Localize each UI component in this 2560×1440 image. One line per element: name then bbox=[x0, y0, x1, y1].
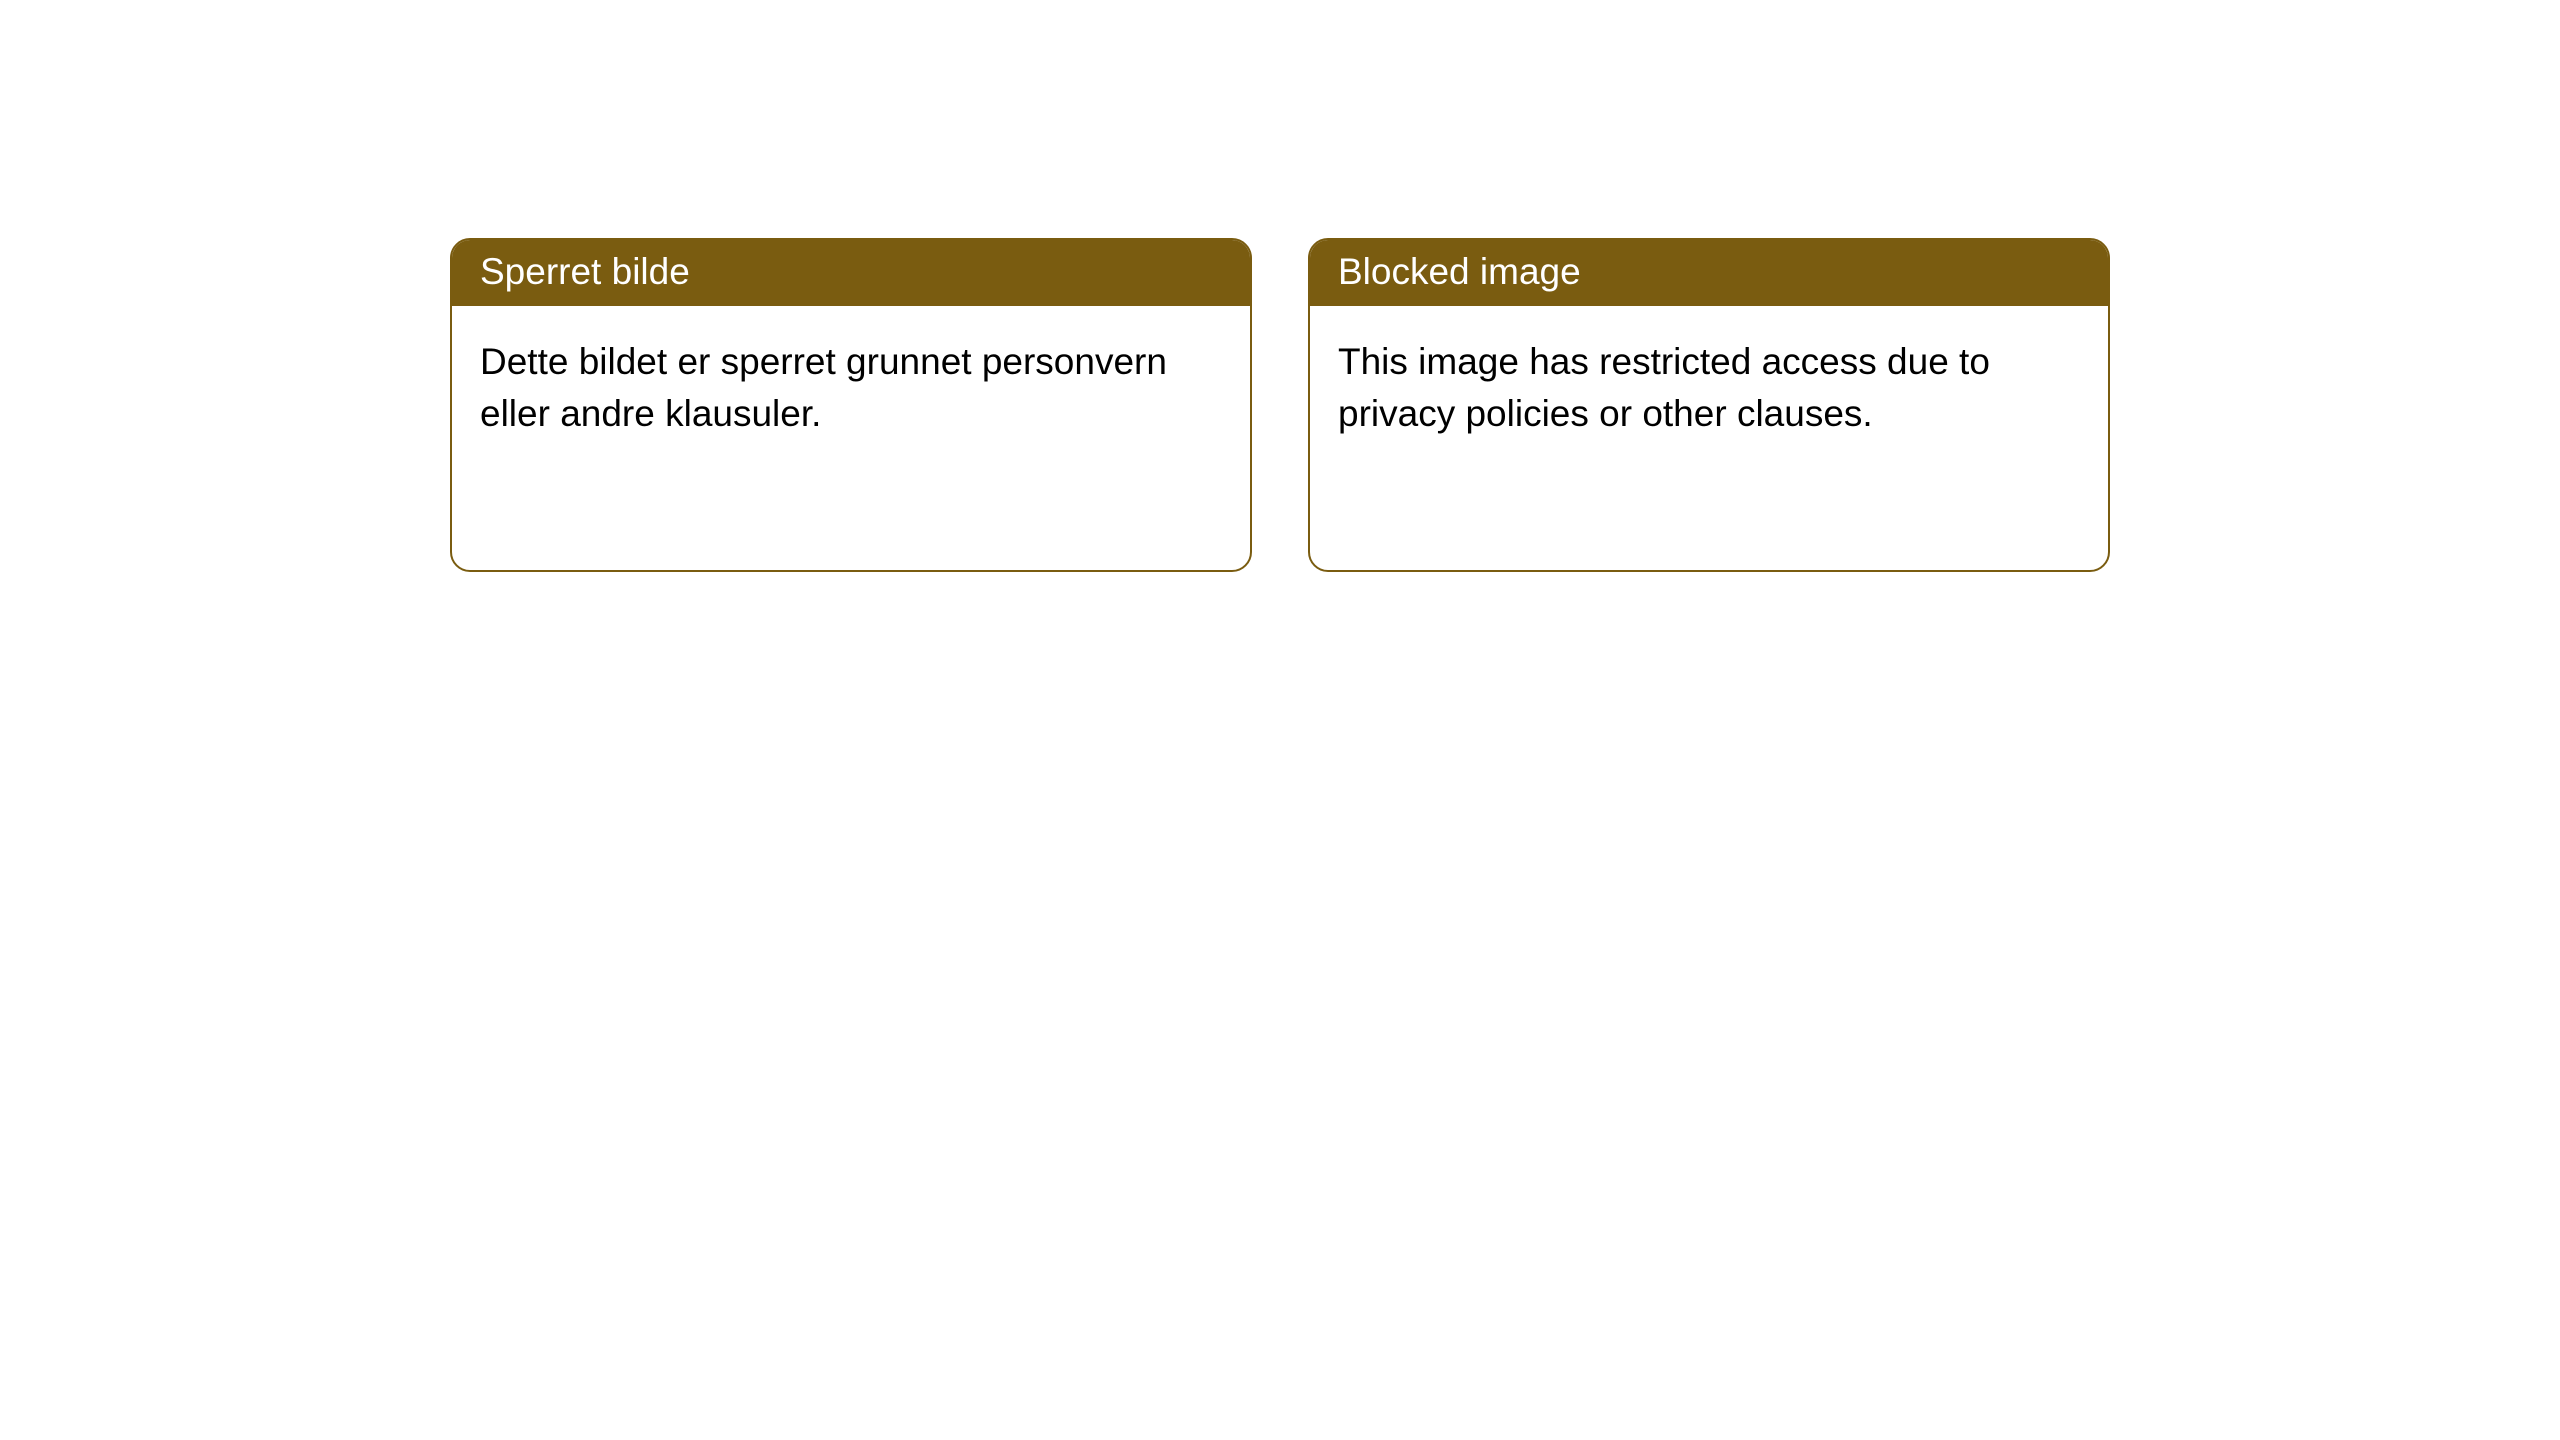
notice-card-norwegian: Sperret bilde Dette bildet er sperret gr… bbox=[450, 238, 1252, 572]
notice-title-norwegian: Sperret bilde bbox=[452, 240, 1250, 306]
notice-title-english: Blocked image bbox=[1310, 240, 2108, 306]
notice-container: Sperret bilde Dette bildet er sperret gr… bbox=[0, 0, 2560, 572]
notice-card-english: Blocked image This image has restricted … bbox=[1308, 238, 2110, 572]
notice-body-english: This image has restricted access due to … bbox=[1310, 306, 2108, 470]
notice-body-norwegian: Dette bildet er sperret grunnet personve… bbox=[452, 306, 1250, 470]
